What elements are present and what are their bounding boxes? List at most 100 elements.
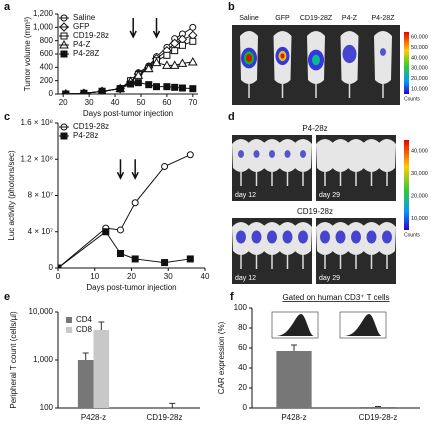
y-tick-label: 4 × 10⁷	[28, 227, 53, 236]
x-tick-label: 20	[59, 98, 68, 107]
x-axis-label: Days post-tumor injection	[86, 283, 176, 292]
inset-histogram	[344, 314, 382, 336]
signal	[351, 230, 361, 244]
marker	[161, 163, 169, 170]
mouse	[347, 139, 365, 172]
signal	[284, 150, 291, 158]
x-tick-label: 10	[90, 272, 99, 281]
marker	[102, 228, 110, 236]
marker	[186, 151, 194, 159]
colorbar-label: 30,000	[411, 66, 428, 72]
marker	[127, 80, 135, 88]
legend-swatch	[66, 317, 72, 323]
y-tick-label: 1.2 × 10⁸	[20, 154, 53, 163]
marker	[178, 84, 186, 92]
inset-histogram	[276, 314, 314, 336]
colorbar-label: 10,000	[411, 216, 428, 222]
image-label: GFP	[275, 15, 290, 22]
image-label: Saline	[239, 15, 259, 22]
marker	[178, 41, 186, 49]
y-axis-label: Tumor volume (mm³)	[23, 16, 32, 91]
legend-label: GFP	[73, 22, 89, 31]
x-tick-label: 50	[137, 98, 146, 107]
plot-area	[276, 344, 396, 408]
signal	[380, 48, 386, 56]
plot-area	[58, 151, 194, 268]
image-label: P4-Z	[342, 15, 358, 22]
signal	[280, 53, 285, 59]
signal	[312, 54, 320, 66]
panel-label: f	[230, 291, 234, 303]
colorbar-label: 60,000	[411, 35, 428, 41]
bar	[360, 407, 396, 408]
signal	[238, 150, 244, 158]
panel-label: c	[4, 111, 10, 123]
colorbar-title: Counts	[404, 232, 420, 238]
marker	[116, 250, 124, 257]
mouse	[331, 139, 350, 172]
signal	[267, 230, 277, 244]
y-tick-label: 1,000	[33, 22, 54, 31]
legend-label: P4-28z	[73, 131, 98, 140]
y-tick-label: 0	[49, 89, 54, 98]
panel-label: e	[4, 291, 10, 303]
day-label: day 12	[235, 275, 256, 282]
x-tick-label: 70	[188, 98, 197, 107]
y-tick-label: 10,000	[29, 307, 54, 316]
x-tick-label: P428-z	[81, 413, 106, 422]
error-bar	[375, 406, 381, 407]
signal	[282, 230, 293, 244]
marker	[153, 83, 161, 91]
marker	[163, 83, 171, 91]
error-bar	[154, 422, 160, 427]
signal	[300, 150, 306, 158]
x-tick-label: 30	[85, 98, 94, 107]
marker	[189, 37, 197, 45]
marker	[163, 51, 171, 59]
y-tick-label: 100	[234, 303, 248, 312]
bar	[93, 330, 110, 408]
x-tick-label: 30	[164, 272, 173, 281]
marker	[169, 60, 180, 69]
colorbar-label: 40,000	[411, 55, 428, 61]
marker	[143, 63, 154, 73]
marker	[162, 60, 172, 69]
legend-label: CD19-28z	[73, 31, 109, 40]
mouse	[374, 31, 392, 84]
colorbar-title: Counts	[404, 96, 420, 102]
mouse	[362, 139, 381, 172]
y-axis-label: Peripheral T count (cells/µl)	[9, 311, 18, 409]
legend-label: CD19-28z	[73, 122, 109, 131]
colorbar-label: 30,000	[411, 171, 428, 177]
colorbar-label: 20,000	[411, 194, 428, 200]
y-tick-label: 800	[40, 36, 54, 45]
marker	[133, 70, 144, 79]
marker	[161, 259, 169, 267]
panel-label: a	[4, 1, 11, 13]
marker	[145, 81, 153, 89]
marker	[116, 226, 124, 234]
signal	[236, 230, 246, 244]
y-tick-label: 20	[238, 383, 247, 392]
y-axis-label: Luc activity (photons/sec)	[7, 150, 16, 241]
y-tick-label: 80	[238, 323, 247, 332]
signal	[298, 230, 308, 244]
marker	[186, 255, 194, 263]
marker	[171, 47, 179, 55]
error-bar	[291, 344, 297, 351]
marker	[131, 255, 139, 263]
marker	[187, 56, 198, 66]
group-title: P4-28z	[302, 124, 327, 133]
arrow	[131, 159, 139, 180]
marker	[131, 199, 139, 207]
image-label: P4-28Z	[372, 15, 396, 22]
chart-title: Gated on human CD3⁺ T cells	[282, 293, 389, 302]
signal	[253, 150, 260, 158]
plot-area	[77, 321, 176, 427]
x-tick-label: P428-z	[281, 413, 306, 422]
colorbar-label: 40,000	[411, 149, 428, 155]
colorbar-label: 10,000	[411, 86, 428, 92]
signal	[335, 230, 346, 244]
bar	[276, 351, 312, 408]
